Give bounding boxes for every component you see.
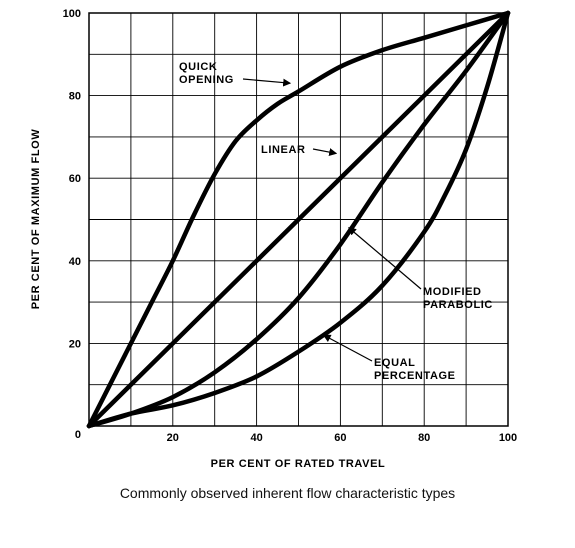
series-modified-parabolic [86, 10, 511, 429]
y-tick-label: 60 [69, 173, 81, 185]
series-quick-opening [86, 10, 511, 429]
series-equal-percentage [86, 10, 511, 429]
x-tick-label: 20 [167, 432, 179, 444]
annotation-quick-opening: QUICK OPENING [179, 61, 234, 86]
y-tick-label: 80 [69, 91, 81, 103]
annotation-linear: LINEAR [261, 144, 306, 156]
annotation-leader-arrow [348, 227, 422, 290]
x-tick-label: 60 [334, 432, 346, 444]
plot-border [88, 12, 509, 427]
curves [86, 10, 511, 429]
annotations: QUICK OPENING LINEAR MODIFIED PARABOLIC EQUAL… [179, 61, 493, 382]
annotation-leader-arrow [322, 334, 373, 362]
series-linear [86, 10, 511, 429]
tick-labels: 20 40 60 80 100 0 20 40 60 80 100 [63, 8, 518, 444]
y-tick-label: 20 [69, 338, 81, 350]
y-tick-label: 40 [69, 256, 81, 268]
x-tick-label: 80 [418, 432, 430, 444]
x-tick-label: 40 [250, 432, 262, 444]
x-axis-title: PER CENT OF RATED TRAVEL [211, 458, 386, 470]
x-tick-label: 100 [499, 432, 517, 444]
annotation-leader-arrow [242, 78, 292, 87]
annotation-equal-percentage: EQUAL PERCENTAGE [374, 357, 456, 382]
y-tick-label: 0 [75, 429, 81, 441]
plot-frame [88, 12, 509, 427]
y-tick-label: 100 [63, 8, 81, 20]
y-axis-title: PER CENT OF MAXIMUM FLOW [30, 129, 42, 310]
figure-caption: Commonly observed inherent flow characte… [119, 485, 456, 501]
annotation-modified-parabolic: MODIFIED PARABOLIC [423, 286, 493, 311]
annotation-leader-arrow [312, 148, 338, 157]
